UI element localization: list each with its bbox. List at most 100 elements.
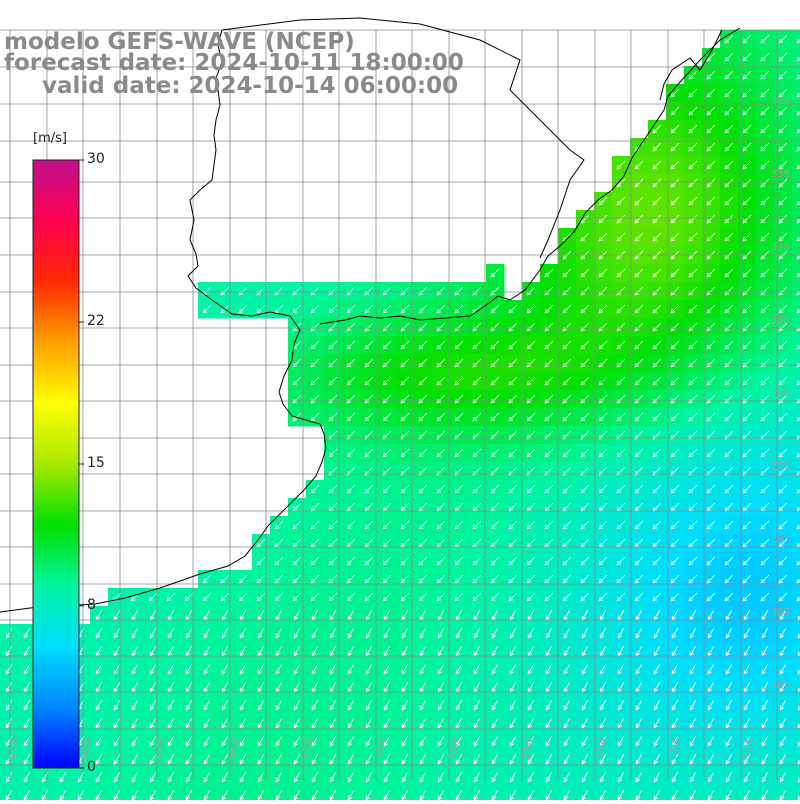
wind-arrow <box>329 700 337 711</box>
wind-arrow <box>473 700 481 711</box>
wind-arrow <box>616 304 626 314</box>
wind-arrow <box>23 664 31 675</box>
wind-arrow <box>545 628 553 639</box>
wind-arrow <box>707 772 715 783</box>
wind-cell <box>792 66 800 85</box>
wind-arrow <box>598 592 608 602</box>
wind-arrow <box>652 268 662 278</box>
wind-arrow <box>707 628 715 639</box>
wind-arrow <box>329 664 337 675</box>
wind-arrow <box>706 556 716 566</box>
colorbar-ticks <box>79 159 84 769</box>
wind-arrow <box>635 628 643 639</box>
wind-arrow <box>724 268 734 278</box>
wind-arrow <box>671 736 679 747</box>
wind-arrow <box>742 88 752 98</box>
wind-arrow <box>383 736 391 747</box>
wind-arrow <box>562 448 572 458</box>
wind-arrow <box>382 412 392 422</box>
wind-arrow <box>131 628 139 639</box>
wind-arrow <box>95 664 103 675</box>
wind-arrow <box>185 700 193 711</box>
wind-arrow <box>760 196 770 206</box>
wind-arrow <box>23 754 31 765</box>
wind-arrow <box>670 340 680 350</box>
wind-arrow <box>562 358 572 368</box>
wind-arrow <box>688 484 698 494</box>
wind-arrow <box>545 772 553 783</box>
wind-arrow <box>689 700 697 711</box>
latitude-label: 40S <box>771 680 790 691</box>
wind-arrow <box>670 196 680 206</box>
wind-arrow <box>635 772 643 783</box>
wind-arrow <box>472 484 482 494</box>
wind-arrow <box>760 178 770 188</box>
wind-arrow <box>688 358 698 368</box>
wind-arrow <box>346 394 356 404</box>
wind-arrow <box>311 772 319 783</box>
wind-arrow <box>652 196 662 206</box>
wind-arrow <box>509 700 517 711</box>
wind-arrow <box>598 556 608 566</box>
wind-arrow <box>760 340 770 350</box>
wind-arrow <box>725 718 733 729</box>
wind-arrow <box>742 304 752 314</box>
wind-arrow <box>131 736 139 747</box>
wind-arrow <box>472 520 482 530</box>
wind-arrow <box>221 664 229 675</box>
wind-arrow <box>778 124 788 134</box>
wind-arrow <box>580 448 590 458</box>
wind-arrow <box>562 304 572 314</box>
wind-arrow <box>706 232 716 242</box>
wind-arrow <box>778 160 788 170</box>
wind-arrow <box>418 376 428 386</box>
colorbar-tick-label: 8 <box>87 596 96 613</box>
wind-arrow <box>706 394 716 404</box>
wind-arrow <box>742 214 752 224</box>
wind-arrow <box>149 718 157 729</box>
wind-arrow <box>401 736 409 747</box>
wind-arrow <box>563 700 571 711</box>
wind-arrow <box>382 304 392 314</box>
wind-arrow <box>688 214 698 224</box>
wind-arrow <box>490 574 500 584</box>
border-brazil-uruguay-east <box>659 29 723 101</box>
wind-arrow <box>400 448 410 458</box>
wind-cell <box>792 48 800 67</box>
wind-arrow <box>761 700 769 711</box>
wind-arrow <box>203 718 211 729</box>
wind-arrow <box>472 340 482 350</box>
wind-arrow <box>635 700 643 711</box>
wind-arrow <box>743 736 751 747</box>
wind-arrow <box>472 574 482 584</box>
wind-arrow <box>347 772 355 783</box>
wind-arrow <box>724 448 734 458</box>
wind-arrow <box>742 232 752 242</box>
wind-arrow <box>742 520 752 530</box>
wind-arrow <box>239 736 247 747</box>
wind-arrow <box>167 664 175 675</box>
coastline-uruguay <box>319 27 741 325</box>
wind-arrow <box>760 484 770 494</box>
wind-arrow <box>382 556 392 566</box>
wind-arrow <box>581 718 589 729</box>
wind-arrow <box>472 394 482 404</box>
wind-arrow <box>527 754 535 765</box>
wind-arrow <box>706 592 716 602</box>
wind-arrow <box>113 754 121 765</box>
wind-arrow <box>545 754 553 765</box>
wind-arrow <box>419 700 427 711</box>
wind-arrow <box>328 394 338 404</box>
wind-arrow <box>581 754 589 765</box>
wind-arrow <box>724 412 734 422</box>
wind-arrow <box>400 376 410 386</box>
wind-arrow <box>634 214 644 224</box>
wind-arrow <box>185 754 193 765</box>
wind-cell <box>792 228 800 247</box>
wind-arrow <box>671 628 679 639</box>
wind-cell <box>792 444 800 463</box>
wind-arrow <box>455 754 463 765</box>
wind-arrow <box>653 700 661 711</box>
wind-arrow <box>706 106 716 116</box>
wind-arrow <box>454 448 464 458</box>
